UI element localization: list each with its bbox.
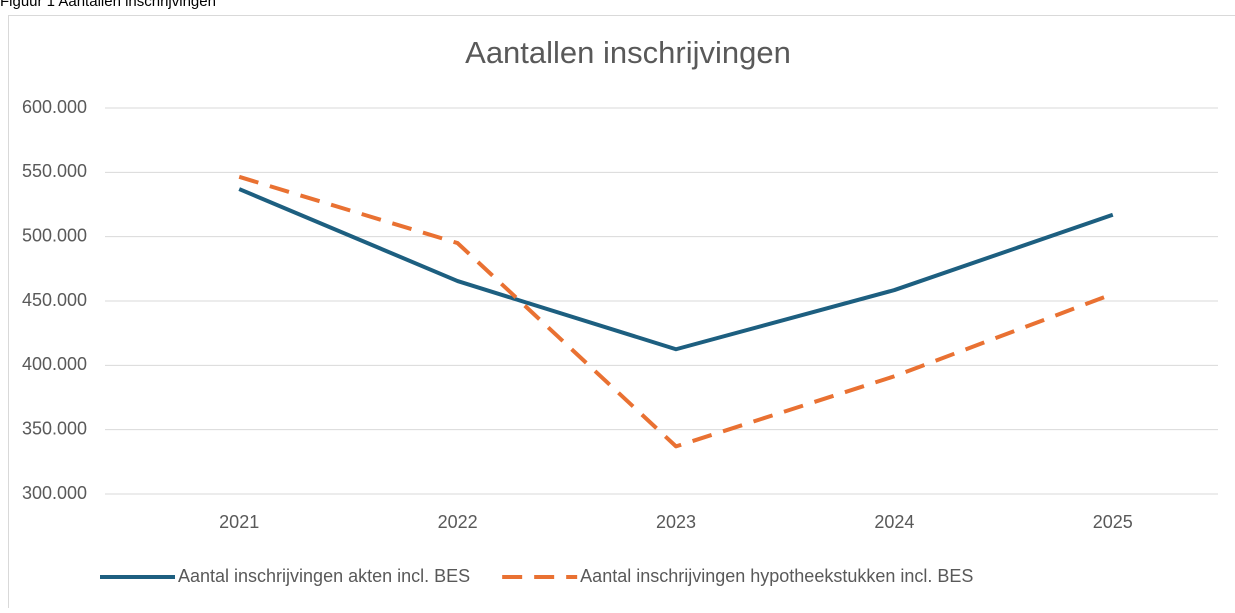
x-tick-label: 2023: [656, 512, 696, 532]
y-tick-label: 300.000: [22, 483, 87, 503]
y-tick-label: 550.000: [22, 161, 87, 181]
x-tick-label: 2021: [219, 512, 259, 532]
chart-frame: [9, 16, 1235, 609]
legend-label: Aantal inschrijvingen hypotheekstukken i…: [580, 566, 973, 586]
series-line: [239, 177, 1113, 447]
legend-label: Aantal inschrijvingen akten incl. BES: [178, 566, 470, 586]
y-tick-label: 500.000: [22, 225, 87, 245]
series-line: [239, 189, 1113, 349]
caption: Figuur 1 Aantallen inschrijvingen: [0, 0, 216, 10]
x-tick-label: 2025: [1093, 512, 1133, 532]
x-tick-label: 2024: [874, 512, 914, 532]
y-tick-label: 400.000: [22, 354, 87, 374]
y-tick-label: 450.000: [22, 290, 87, 310]
y-tick-label: 600.000: [22, 97, 87, 117]
x-tick-label: 2022: [438, 512, 478, 532]
chart-title: Aantallen inschrijvingen: [465, 35, 791, 70]
y-tick-label: 350.000: [22, 418, 87, 438]
